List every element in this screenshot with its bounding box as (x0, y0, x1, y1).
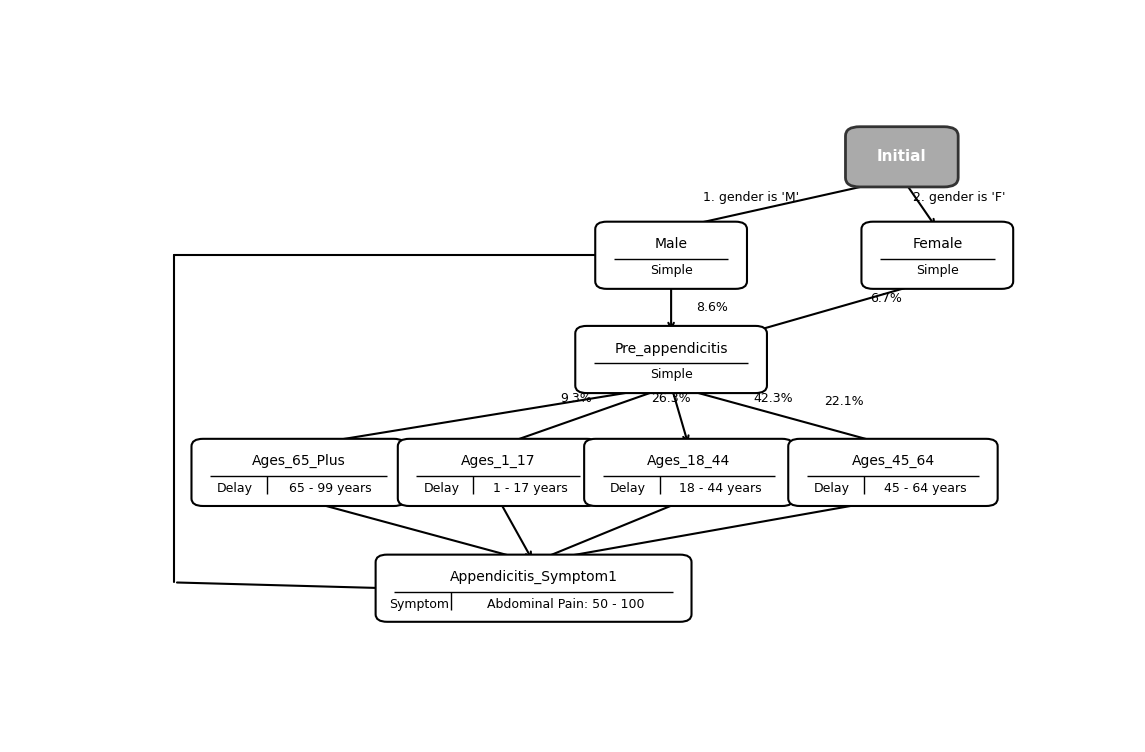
Text: Appendicitis_Symptom1: Appendicitis_Symptom1 (450, 570, 617, 584)
Text: Ages_18_44: Ages_18_44 (647, 454, 731, 468)
Text: Simple: Simple (916, 264, 958, 277)
FancyBboxPatch shape (595, 222, 747, 289)
FancyBboxPatch shape (788, 439, 997, 506)
Text: Delay: Delay (424, 482, 459, 495)
Text: Ages_45_64: Ages_45_64 (852, 454, 934, 468)
Text: Pre_appendicitis: Pre_appendicitis (615, 341, 728, 356)
FancyBboxPatch shape (845, 127, 958, 187)
FancyBboxPatch shape (575, 326, 767, 393)
Text: 1 - 17 years: 1 - 17 years (492, 482, 568, 495)
Text: Symptom: Symptom (389, 598, 449, 611)
Text: 9.3%: 9.3% (560, 392, 592, 405)
FancyBboxPatch shape (861, 222, 1013, 289)
Text: Initial: Initial (877, 150, 926, 165)
FancyBboxPatch shape (376, 555, 692, 622)
Text: 1. gender is 'M': 1. gender is 'M' (703, 191, 799, 204)
Text: 18 - 44 years: 18 - 44 years (679, 482, 763, 495)
Text: 2. gender is 'F': 2. gender is 'F' (914, 191, 1005, 204)
Text: Delay: Delay (814, 482, 850, 495)
Text: Ages_1_17: Ages_1_17 (460, 454, 536, 468)
Text: Abdominal Pain: 50 - 100: Abdominal Pain: 50 - 100 (487, 598, 645, 611)
Text: Simple: Simple (649, 368, 693, 381)
Text: Female: Female (913, 238, 963, 251)
Text: 65 - 99 years: 65 - 99 years (289, 482, 372, 495)
Text: Male: Male (655, 238, 688, 251)
Text: Delay: Delay (216, 482, 253, 495)
FancyBboxPatch shape (584, 439, 793, 506)
FancyBboxPatch shape (191, 439, 405, 506)
Text: Ages_65_Plus: Ages_65_Plus (252, 454, 346, 468)
Text: 26.3%: 26.3% (652, 392, 690, 405)
Text: 22.1%: 22.1% (824, 395, 864, 408)
Text: 42.3%: 42.3% (753, 392, 793, 405)
Text: Delay: Delay (609, 482, 646, 495)
Text: 45 - 64 years: 45 - 64 years (884, 482, 966, 495)
Text: 8.6%: 8.6% (696, 301, 728, 314)
Text: Simple: Simple (649, 264, 693, 277)
Text: 6.7%: 6.7% (870, 293, 902, 305)
FancyBboxPatch shape (397, 439, 599, 506)
